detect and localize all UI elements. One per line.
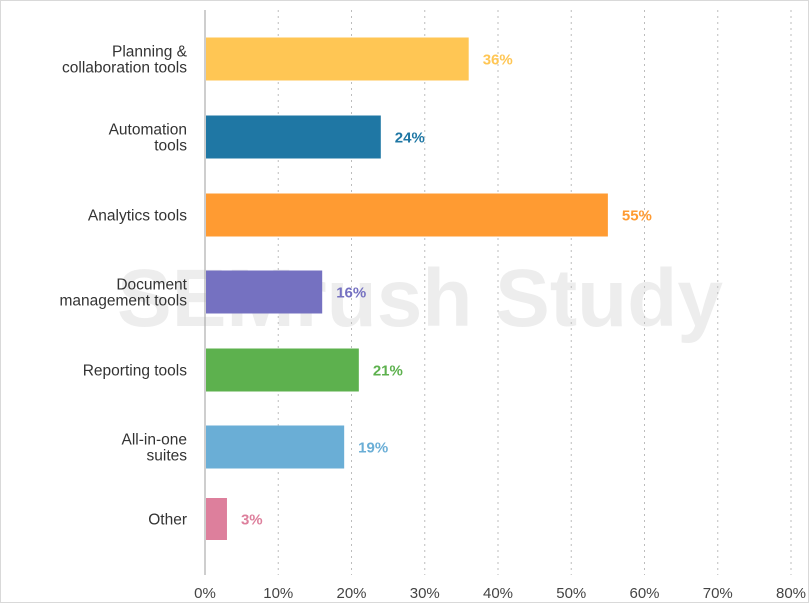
x-tick-label-70: 70% bbox=[703, 585, 733, 602]
data-label-1: 24% bbox=[395, 130, 425, 147]
bars: 36% 24% 55% 16% 21% 19% 3% bbox=[206, 37, 652, 540]
category-label-line: Reporting tools bbox=[83, 363, 188, 380]
bar-1 bbox=[206, 115, 381, 159]
x-axis-tick-labels: 0% 10% 20% 30% 40% 50% 60% 70% 80% bbox=[194, 585, 806, 602]
category-label-line: Analytics tools bbox=[88, 208, 187, 225]
x-tick-label-20: 20% bbox=[336, 585, 366, 602]
category-label-line: management tools bbox=[59, 293, 187, 310]
category-labels: Planning & collaboration tools Automation t… bbox=[59, 44, 187, 529]
bar-0 bbox=[206, 37, 469, 81]
bar-3 bbox=[206, 270, 323, 314]
category-label-line: Automation bbox=[109, 122, 187, 139]
bar-2 bbox=[206, 193, 608, 237]
category-label-1: Automation tools bbox=[109, 122, 188, 155]
x-tick-label-40: 40% bbox=[483, 585, 513, 602]
category-label-6: Other bbox=[148, 512, 187, 529]
x-tick-label-60: 60% bbox=[629, 585, 659, 602]
category-label-0: Planning & collaboration tools bbox=[62, 44, 188, 77]
category-label-line: tools bbox=[154, 138, 187, 155]
bar-6 bbox=[206, 498, 227, 540]
category-label-line: Other bbox=[148, 512, 187, 529]
bar-4 bbox=[206, 348, 359, 392]
category-label-line: suites bbox=[147, 448, 188, 465]
data-label-2: 55% bbox=[622, 208, 652, 225]
x-tick-label-80: 80% bbox=[776, 585, 806, 602]
data-label-4: 21% bbox=[373, 363, 403, 380]
category-label-5: All-in-one suites bbox=[122, 432, 188, 465]
data-label-0: 36% bbox=[483, 52, 513, 69]
bar-5 bbox=[206, 425, 345, 469]
category-label-line: Document bbox=[116, 277, 187, 294]
category-label-line: Planning & bbox=[112, 44, 188, 61]
data-label-3: 16% bbox=[336, 285, 366, 302]
data-label-6: 3% bbox=[241, 512, 263, 529]
category-label-line: All-in-one bbox=[122, 432, 187, 449]
x-tick-label-0: 0% bbox=[194, 585, 216, 602]
data-label-5: 19% bbox=[358, 440, 388, 457]
x-tick-label-30: 30% bbox=[410, 585, 440, 602]
x-tick-label-50: 50% bbox=[556, 585, 586, 602]
category-label-2: Analytics tools bbox=[88, 208, 187, 225]
category-label-3: Document management tools bbox=[59, 277, 187, 310]
x-tick-label-10: 10% bbox=[263, 585, 293, 602]
category-label-4: Reporting tools bbox=[83, 363, 188, 380]
category-label-line: collaboration tools bbox=[62, 60, 187, 77]
